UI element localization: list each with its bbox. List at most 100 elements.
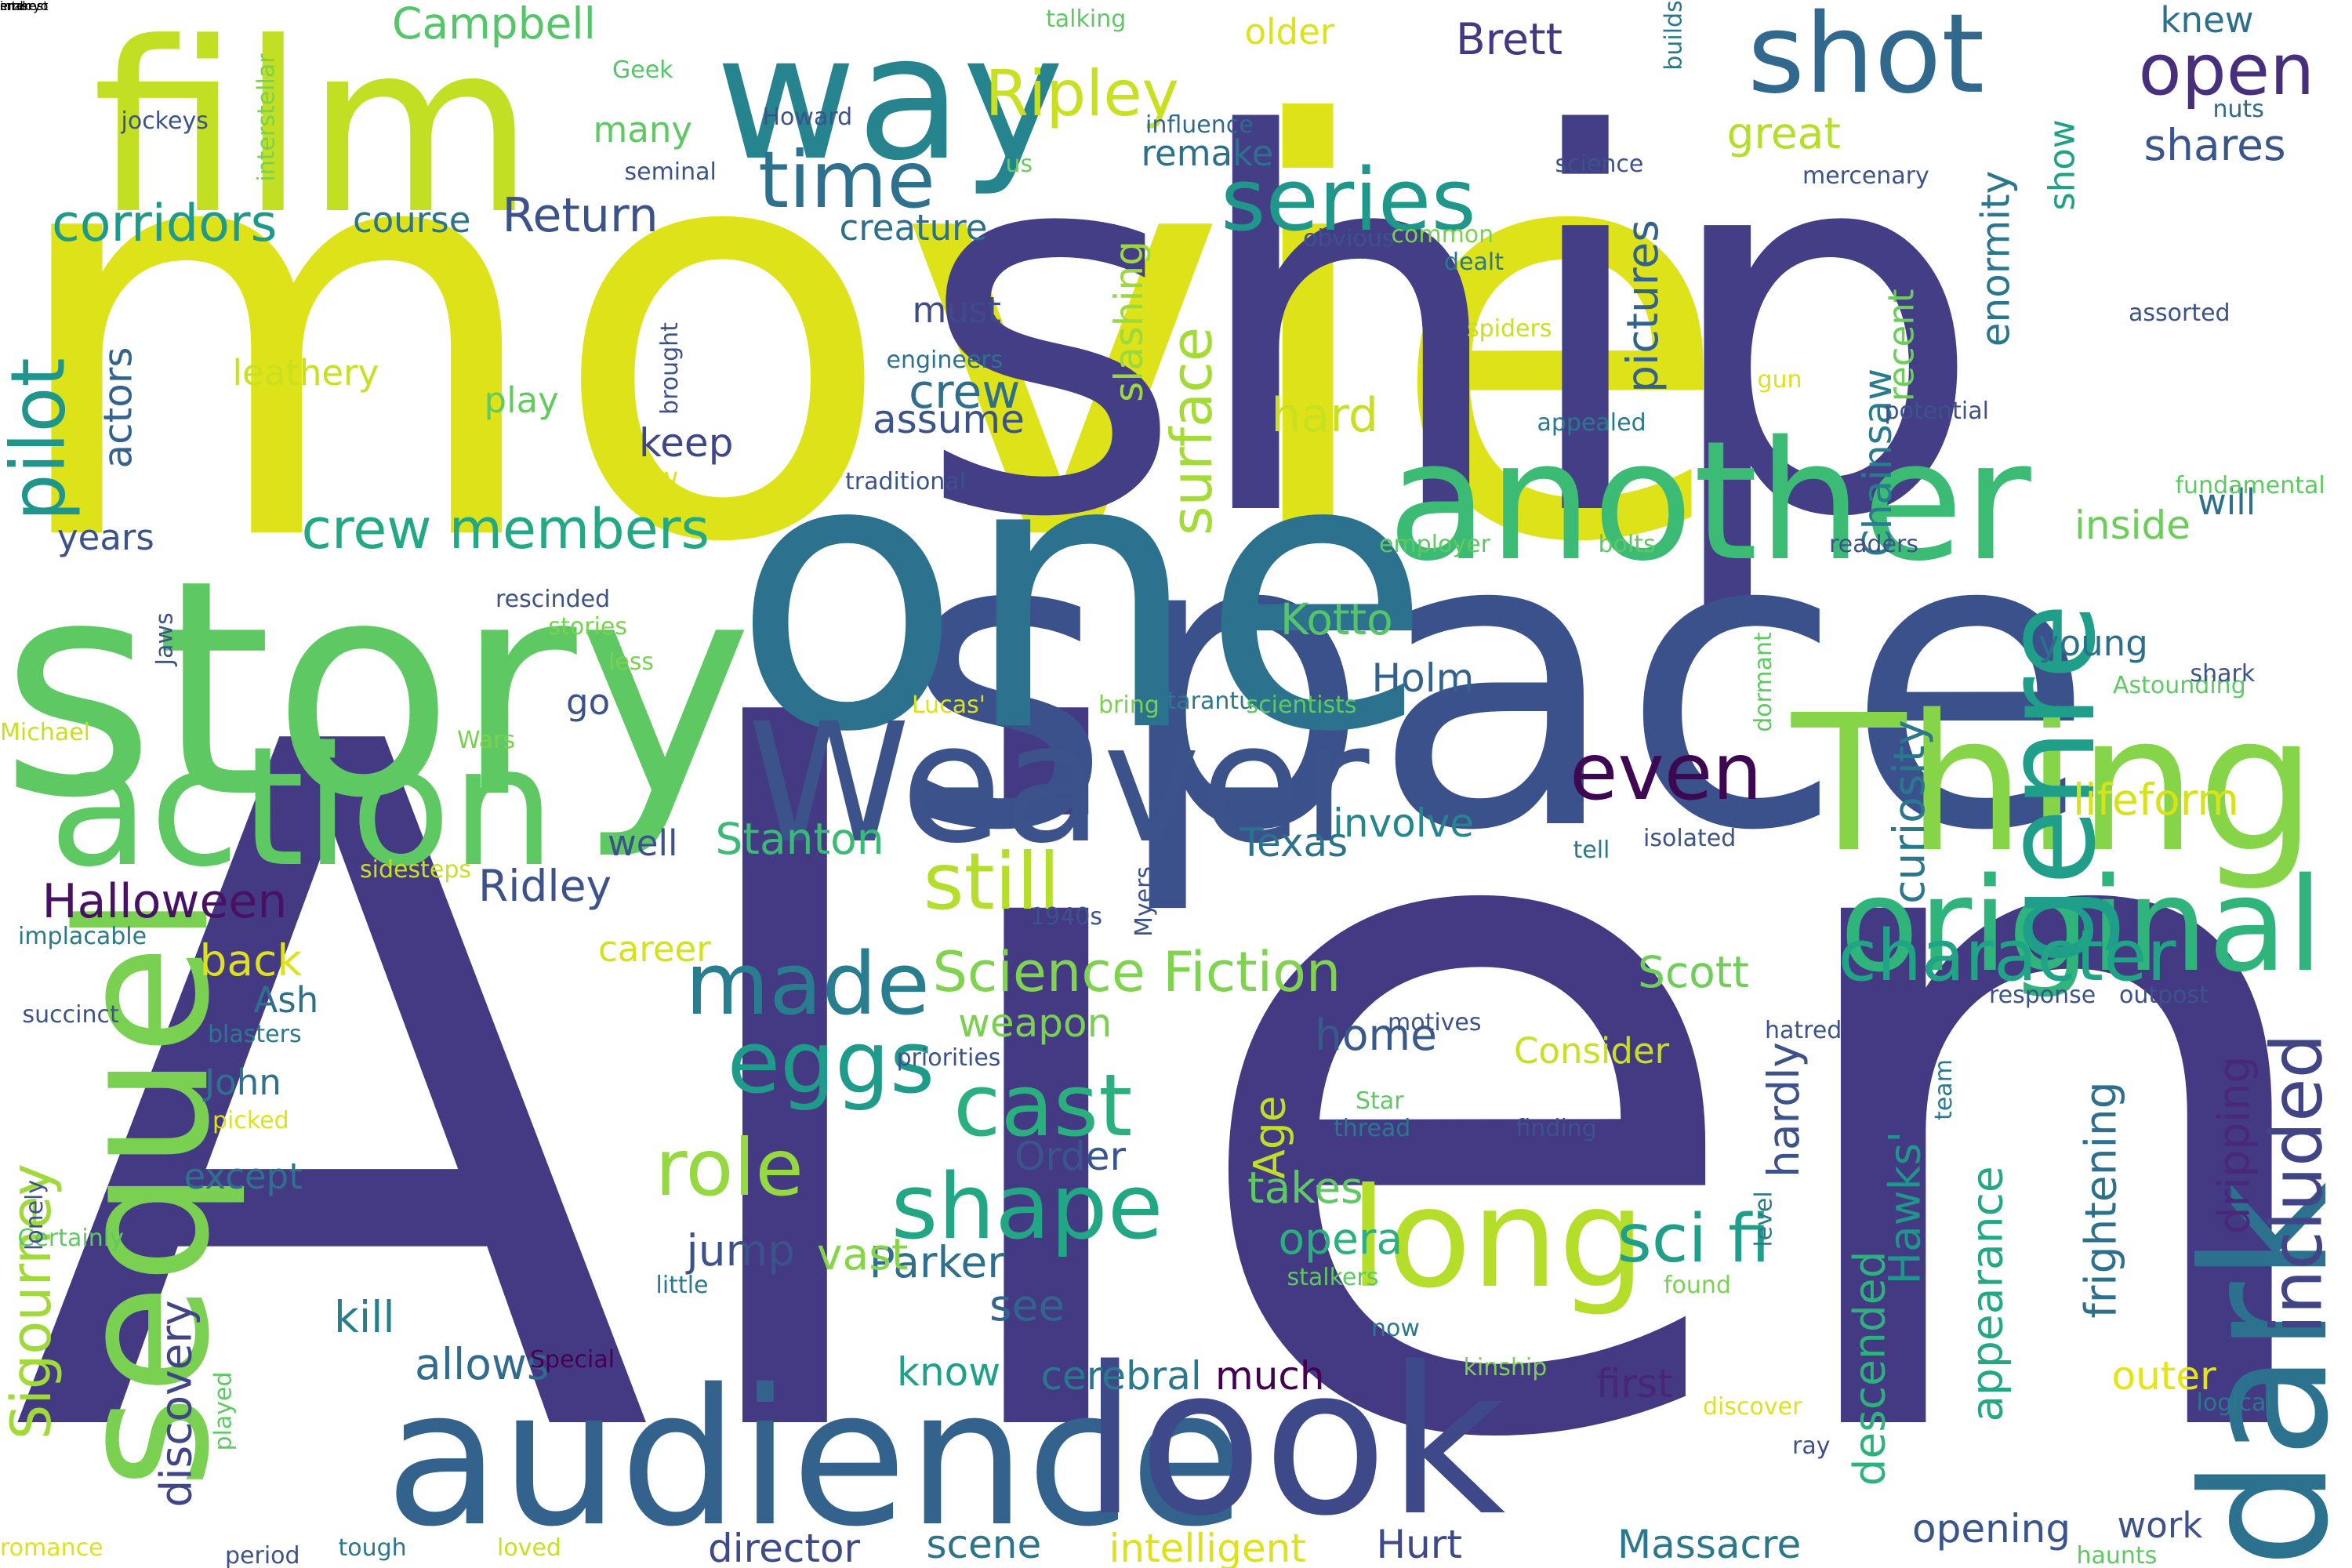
cloud-word: Myers	[1131, 866, 1159, 938]
cloud-word: home	[1315, 1009, 1437, 1060]
cloud-word: intelligent	[1109, 1526, 1306, 1568]
cloud-word: series	[1221, 150, 1476, 250]
cloud-word: spiders	[1467, 315, 1552, 343]
cloud-word: Parker	[869, 1236, 1005, 1287]
cloud-word: sidesteps	[360, 856, 471, 884]
cloud-word: assume	[873, 397, 1025, 442]
cloud-word: potential	[1884, 397, 1989, 425]
cloud-word: hard	[1271, 388, 1379, 443]
cloud-word: isolated	[1643, 825, 1737, 852]
cloud-word: still	[923, 836, 1061, 927]
cloud-word: frightening	[2075, 1080, 2126, 1319]
cloud-word: remake	[1141, 132, 1274, 174]
cloud-word: ray	[1792, 1432, 1831, 1460]
cloud-word: creature	[839, 206, 988, 249]
cloud-word: Return	[502, 188, 659, 243]
cloud-word: response	[1989, 982, 2096, 1009]
cloud-word: hardly	[1758, 1041, 1809, 1178]
cloud-word: stalkers	[1287, 1264, 1379, 1291]
cloud-word: Alien	[10, 550, 2352, 1568]
cloud-word: keep	[639, 420, 734, 466]
cloud-word: many	[593, 108, 693, 151]
cloud-word: audience	[385, 1348, 1246, 1568]
cloud-word: sci fi	[1617, 1200, 1770, 1278]
cloud-word: appearance	[1962, 1165, 2013, 1422]
cloud-word: go	[566, 681, 611, 723]
cloud-word: brought	[655, 322, 684, 415]
cloud-word: Ash	[253, 978, 319, 1021]
cloud-word: shares	[2143, 119, 2286, 170]
cloud-word: movie	[0, 9, 1733, 666]
cloud-word: period	[225, 1542, 300, 1568]
cloud-word: eggs	[727, 1012, 935, 1112]
cloud-word: talking	[1046, 5, 1127, 33]
cloud-word: tarantulas	[1167, 688, 1287, 715]
cloud-word: open	[2138, 29, 2315, 111]
cloud-word: made	[685, 934, 931, 1034]
cloud-word: nuts	[2212, 96, 2264, 123]
cloud-word: one	[731, 376, 1432, 815]
cloud-word: look	[1081, 1324, 1506, 1561]
cloud-word: ship	[916, 27, 1986, 630]
cloud-word: director	[708, 1526, 861, 1568]
cloud-word: film	[92, 0, 535, 266]
cloud-word: embryo	[0, 0, 49, 13]
cloud-word: hatred	[1765, 1017, 1842, 1044]
cloud-word: Stanton	[715, 813, 884, 864]
cloud-word: corridors	[52, 194, 278, 253]
cloud-word: logical	[2196, 1389, 2273, 1417]
cloud-word: rescinded	[495, 586, 611, 613]
cloud-word: jockeys	[121, 107, 209, 135]
cloud-word: jump	[686, 1225, 796, 1276]
cloud-word: shape	[891, 1154, 1163, 1260]
cloud-word: shot	[1748, 0, 1985, 118]
cloud-word: descended	[1844, 1250, 1895, 1486]
cloud-word: pilot	[0, 357, 82, 521]
cloud-word: young	[2038, 622, 2148, 664]
cloud-word: snakes	[0, 0, 44, 13]
cloud-word: Science Fiction	[932, 940, 1341, 1004]
cloud-word: Thing	[1791, 674, 2317, 894]
cloud-word: allows	[415, 1338, 550, 1389]
cloud-word: see	[989, 1279, 1065, 1330]
cloud-word: dormant	[1749, 632, 1777, 732]
cloud-word: included	[2256, 1033, 2339, 1334]
cloud-word: enormity	[1972, 170, 2018, 347]
cloud-word: fundamental	[2175, 472, 2325, 499]
cloud-word: Ridley	[478, 860, 612, 911]
cloud-word: Order	[1014, 1134, 1127, 1179]
cloud-word: Campbell	[392, 0, 596, 49]
cloud-word: dealt	[1444, 249, 1504, 276]
cloud-word: influence	[1145, 111, 1254, 139]
cloud-word: Scott	[1638, 946, 1749, 997]
cloud-word: Geek	[612, 56, 673, 84]
cloud-word: action	[49, 711, 556, 903]
cloud-word: Kotto	[1280, 593, 1393, 644]
cloud-word: slashing	[1105, 241, 1152, 402]
cloud-word: John	[205, 1061, 281, 1103]
cloud-word: Consider	[1514, 1029, 1670, 1072]
cloud-word: little	[655, 1272, 709, 1299]
cloud-word: team	[1929, 1059, 1958, 1120]
cloud-word: vast	[817, 1229, 909, 1279]
cloud-word: Michael	[0, 719, 90, 746]
cloud-word: back	[199, 935, 303, 985]
cloud-word: show	[2041, 118, 2083, 211]
cloud-word: cast	[953, 1055, 1133, 1156]
cloud-word: knew	[2160, 0, 2254, 41]
cloud-word: Lucas'	[912, 691, 985, 719]
cloud-word: scientists	[1246, 691, 1357, 719]
cloud-word: found	[1664, 1272, 1731, 1299]
cloud-word: builds	[1660, 0, 1688, 71]
cloud-word: well	[608, 822, 678, 864]
cloud-word: Massacre	[1617, 1522, 1802, 1567]
cloud-word: Golden	[805, 260, 833, 344]
cloud-word: play	[484, 379, 559, 421]
cloud-word: years	[57, 516, 154, 558]
cloud-word: blasters	[208, 1021, 302, 1048]
cloud-word: level	[1750, 1191, 1778, 1247]
cloud-word: Wars	[457, 727, 516, 754]
cloud-word: now	[1371, 1315, 1420, 1342]
cloud-word: kinship	[1463, 1354, 1548, 1381]
